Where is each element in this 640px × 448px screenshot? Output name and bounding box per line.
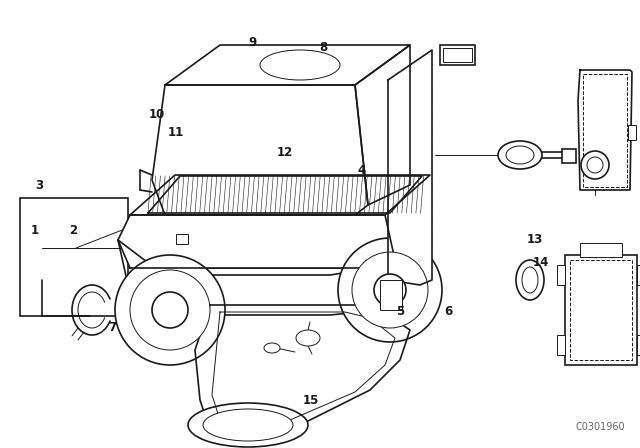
Bar — [570, 260, 632, 360]
Text: 12: 12 — [276, 146, 293, 159]
Ellipse shape — [152, 292, 188, 328]
Bar — [583, 74, 627, 187]
Text: 14: 14 — [532, 255, 549, 269]
Polygon shape — [130, 175, 430, 215]
Ellipse shape — [130, 270, 210, 350]
Text: 9: 9 — [249, 36, 257, 49]
Ellipse shape — [581, 151, 609, 179]
Text: 6: 6 — [444, 305, 452, 318]
Text: 3: 3 — [36, 179, 44, 193]
Polygon shape — [165, 45, 410, 85]
Ellipse shape — [264, 343, 280, 353]
Text: 1: 1 — [31, 224, 39, 237]
Text: 2: 2 — [70, 224, 77, 237]
Text: 11: 11 — [168, 125, 184, 139]
Polygon shape — [195, 305, 410, 430]
Text: 8: 8 — [319, 40, 327, 54]
Polygon shape — [152, 85, 368, 215]
Polygon shape — [148, 176, 422, 213]
Ellipse shape — [522, 267, 538, 293]
Ellipse shape — [352, 252, 428, 328]
Polygon shape — [578, 70, 632, 190]
Polygon shape — [388, 50, 432, 285]
Bar — [176, 234, 188, 244]
Ellipse shape — [506, 146, 534, 164]
Text: 10: 10 — [148, 108, 165, 121]
Bar — [562, 149, 576, 163]
Bar — [380, 280, 402, 310]
Bar — [565, 255, 637, 365]
Ellipse shape — [188, 403, 308, 447]
Ellipse shape — [498, 141, 542, 169]
Bar — [557, 335, 565, 355]
Ellipse shape — [516, 260, 544, 300]
Text: 7: 7 — [108, 320, 116, 334]
Polygon shape — [118, 240, 395, 315]
Ellipse shape — [260, 50, 340, 80]
Bar — [440, 45, 475, 65]
Polygon shape — [355, 45, 410, 205]
Bar — [580, 243, 622, 257]
Bar — [637, 265, 640, 285]
Polygon shape — [118, 215, 395, 268]
Ellipse shape — [338, 238, 442, 342]
Ellipse shape — [115, 255, 225, 365]
Ellipse shape — [587, 157, 603, 173]
Text: 15: 15 — [302, 394, 319, 408]
Ellipse shape — [374, 274, 406, 306]
Text: 4: 4 — [358, 164, 365, 177]
Ellipse shape — [203, 409, 293, 441]
Bar — [443, 48, 472, 62]
Ellipse shape — [296, 330, 320, 346]
Bar — [20, 198, 128, 316]
Bar — [557, 265, 565, 285]
Text: C0301960: C0301960 — [575, 422, 625, 432]
Text: 13: 13 — [526, 233, 543, 246]
Text: 5: 5 — [396, 305, 404, 318]
Bar — [628, 125, 636, 140]
Bar — [637, 335, 640, 355]
